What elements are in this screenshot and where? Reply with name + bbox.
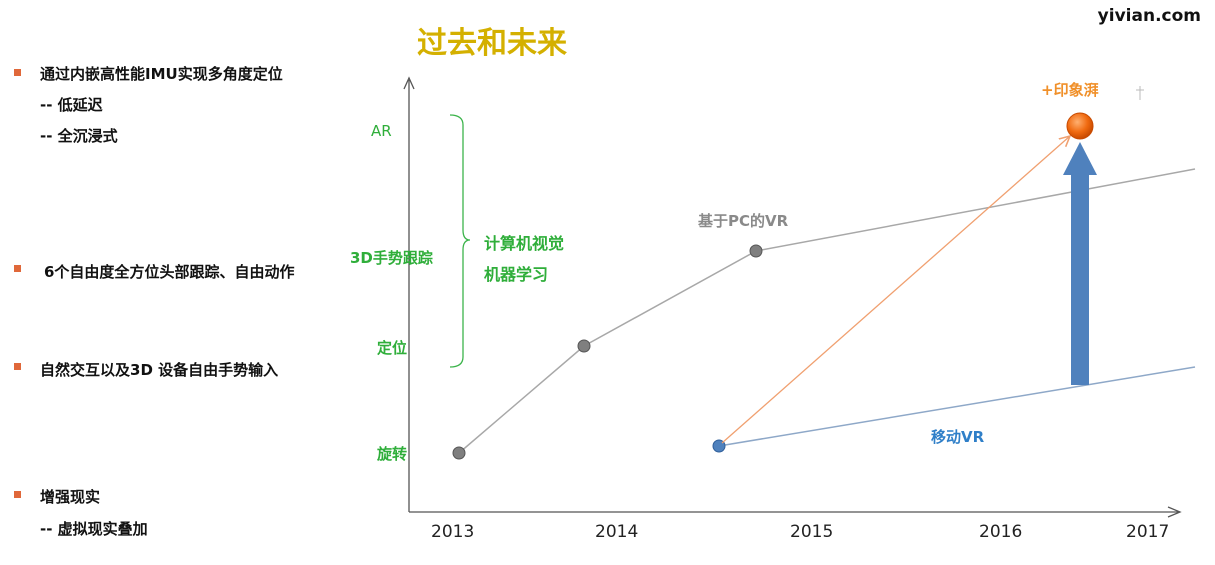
watermark: yivian.com: [1097, 6, 1201, 26]
mobile-vr-line: [718, 366, 1196, 447]
page-title: 过去和未来: [417, 26, 567, 61]
y-label-ar: AR: [371, 122, 392, 140]
bullet-icon: [14, 363, 21, 370]
cursor-icon: [1136, 86, 1144, 100]
list-item: 自然交互以及3D 设备自由手势输入: [40, 361, 279, 379]
pc-vr-label: 基于PC的VR: [698, 212, 789, 230]
y-label-rotation: 旋转: [377, 445, 408, 463]
list-item: 6个自由度全方位头部跟踪、自由动作: [44, 263, 295, 281]
list-subitem: -- 全沉浸式: [40, 127, 118, 145]
orange-ball: [1066, 112, 1094, 140]
pc-vr-line: [458, 168, 1196, 454]
bullet-icon: [14, 69, 21, 76]
list-subitem: -- 低延迟: [40, 96, 103, 114]
orange-arrow: [721, 136, 1070, 444]
brace-shape: [449, 114, 471, 368]
pc-vr-point: [749, 244, 763, 258]
feature-list: 通过内嵌高性能IMU实现多角度定位 -- 低延迟 -- 全沉浸式 6个自由度全方…: [14, 0, 374, 565]
brace-label-cv: 计算机视觉: [484, 234, 565, 253]
pc-vr-point: [452, 446, 466, 460]
bullet-icon: [14, 265, 21, 272]
bullet-icon: [14, 491, 21, 498]
pc-vr-point: [577, 339, 591, 353]
blue-up-arrow: [1063, 142, 1097, 385]
list-item: 通过内嵌高性能IMU实现多角度定位: [40, 65, 283, 83]
list-item: 增强现实: [40, 488, 101, 506]
list-subitem: -- 虚拟现实叠加: [40, 520, 148, 538]
x-tick-label: 2016: [979, 522, 1023, 542]
x-tick-label: 2017: [1126, 522, 1170, 542]
y-label-gesture: 3D手势跟踪: [350, 249, 433, 267]
x-tick-label: 2015: [790, 522, 834, 542]
x-tick-label: 2013: [431, 522, 475, 542]
x-tick-label: 2014: [595, 522, 639, 542]
future-label: +印象湃: [1041, 81, 1099, 99]
mobile-vr-label: 移动VR: [931, 428, 985, 446]
brace-label-ml: 机器学习: [484, 265, 549, 284]
y-label-positioning: 定位: [377, 339, 408, 357]
